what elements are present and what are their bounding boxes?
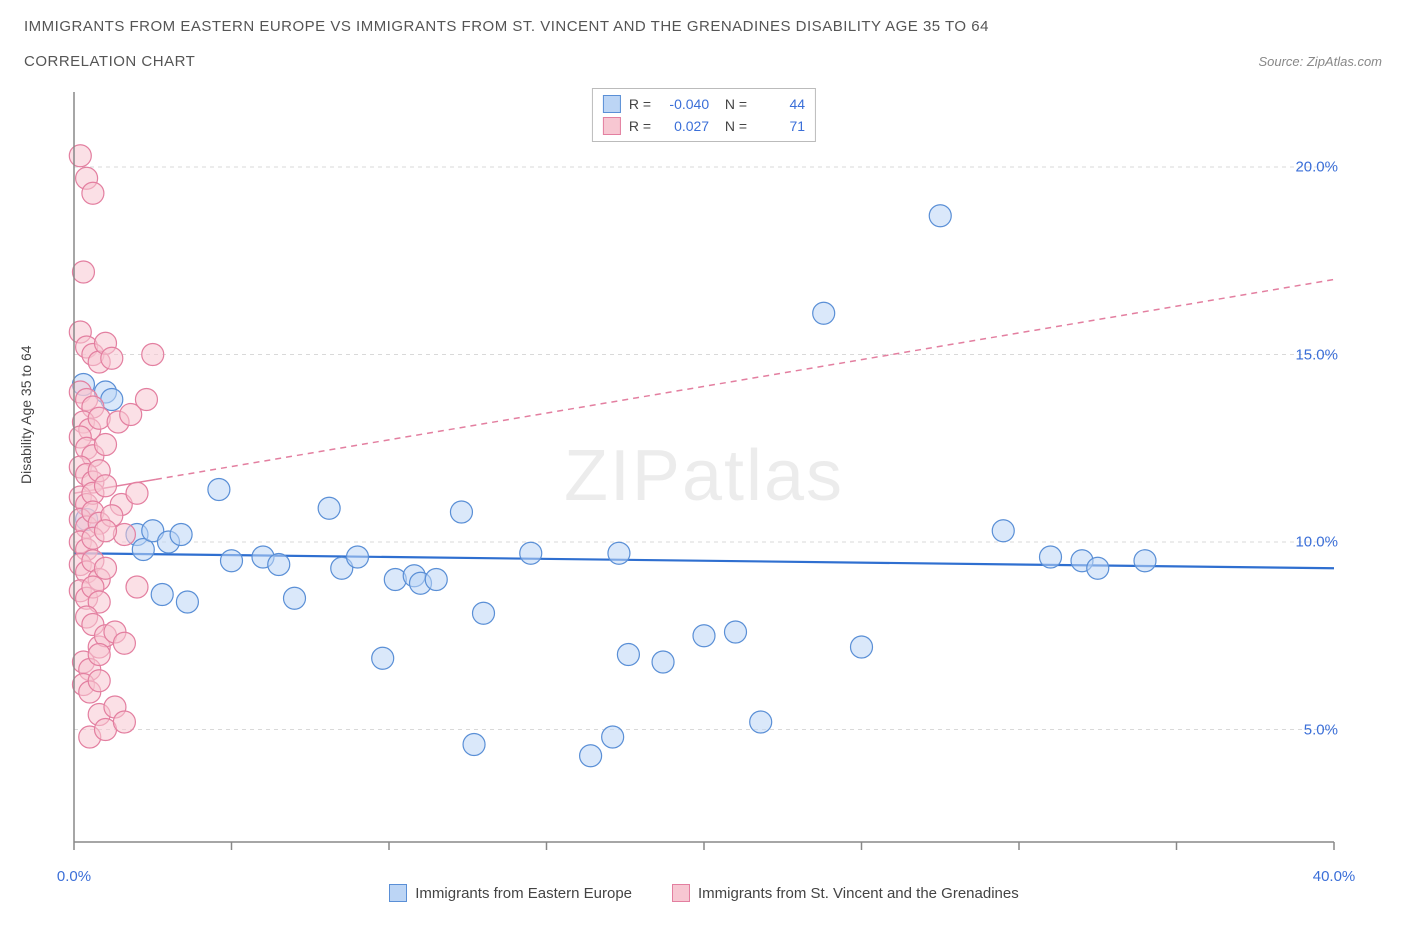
legend-item-series-2: Immigrants from St. Vincent and the Gren… [672, 884, 1019, 902]
y-tick-label: 20.0% [1295, 159, 1338, 176]
r-label: R = [629, 115, 651, 137]
chart-title: IMMIGRANTS FROM EASTERN EUROPE VS IMMIGR… [24, 18, 1382, 35]
source-credit: Source: ZipAtlas.com [1258, 54, 1382, 69]
series-legend: Immigrants from Eastern Europe Immigrant… [24, 884, 1384, 902]
correlation-legend: R = -0.040 N = 44 R = 0.027 N = 71 [592, 88, 816, 142]
swatch-series-2 [672, 884, 690, 902]
y-tick-label: 10.0% [1295, 534, 1338, 551]
n-value-series-1: 44 [755, 93, 805, 115]
legend-row-series-2: R = 0.027 N = 71 [603, 115, 805, 137]
swatch-series-1 [389, 884, 407, 902]
x-tick-label: 40.0% [1313, 868, 1356, 885]
chart-container: Disability Age 35 to 64 ZIPatlas R = -0.… [24, 82, 1384, 902]
legend-label-series-2: Immigrants from St. Vincent and the Gren… [698, 885, 1019, 902]
legend-item-series-1: Immigrants from Eastern Europe [389, 884, 632, 902]
x-tick-label: 0.0% [57, 868, 91, 885]
y-axis-label: Disability Age 35 to 64 [18, 345, 34, 484]
chart-subtitle: CORRELATION CHART [24, 53, 195, 70]
scatter-chart [24, 82, 1384, 902]
swatch-series-1 [603, 95, 621, 113]
r-value-series-1: -0.040 [659, 93, 709, 115]
legend-row-series-1: R = -0.040 N = 44 [603, 93, 805, 115]
n-label: N = [717, 115, 747, 137]
swatch-series-2 [603, 117, 621, 135]
r-label: R = [629, 93, 651, 115]
legend-label-series-1: Immigrants from Eastern Europe [415, 885, 632, 902]
y-tick-label: 15.0% [1295, 346, 1338, 363]
r-value-series-2: 0.027 [659, 115, 709, 137]
y-tick-label: 5.0% [1304, 721, 1338, 738]
n-label: N = [717, 93, 747, 115]
subtitle-row: CORRELATION CHART Source: ZipAtlas.com [24, 53, 1382, 70]
n-value-series-2: 71 [755, 115, 805, 137]
